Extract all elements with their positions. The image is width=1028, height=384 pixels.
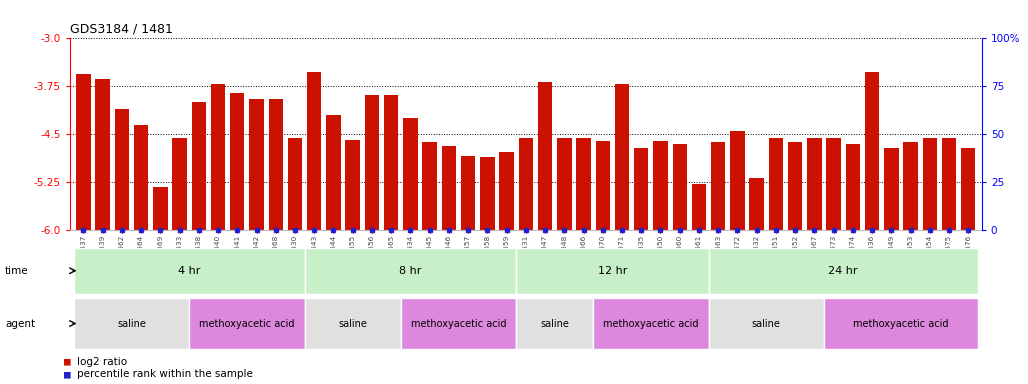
Bar (749, 178, 764, 230)
Text: saline: saline (541, 318, 570, 329)
Bar (708, 298, 824, 349)
Text: GDS3184 / 1481: GDS3184 / 1481 (70, 22, 173, 35)
Bar (500, 152, 514, 230)
Bar (191, 103, 206, 230)
Text: saline: saline (117, 318, 146, 329)
Bar (904, 142, 918, 230)
Bar (134, 125, 148, 230)
Text: methoxyacetic acid: methoxyacetic acid (603, 318, 699, 329)
Bar (230, 93, 245, 230)
Bar (884, 149, 898, 230)
Bar (615, 84, 629, 230)
Bar (304, 298, 401, 349)
Text: 24 hr: 24 hr (829, 266, 858, 276)
Bar (153, 187, 168, 230)
Text: 4 hr: 4 hr (178, 266, 200, 276)
Bar (74, 248, 304, 294)
Bar (708, 248, 978, 294)
Bar (942, 137, 956, 230)
Bar (922, 137, 937, 230)
Bar (846, 144, 860, 230)
Bar (461, 156, 475, 230)
Bar (516, 248, 708, 294)
Bar (824, 298, 978, 349)
Bar (595, 141, 610, 230)
Bar (173, 137, 187, 230)
Bar (304, 248, 516, 294)
Bar (730, 131, 744, 230)
Bar (538, 82, 552, 230)
Bar (401, 298, 516, 349)
Text: time: time (5, 266, 29, 276)
Bar (577, 137, 591, 230)
Text: methoxyacetic acid: methoxyacetic acid (411, 318, 506, 329)
Bar (769, 137, 783, 230)
Bar (518, 137, 534, 230)
Bar (307, 72, 322, 230)
Bar (865, 72, 879, 230)
Bar (115, 109, 130, 230)
Text: methoxyacetic acid: methoxyacetic acid (853, 318, 949, 329)
Bar (557, 137, 572, 230)
Bar (249, 99, 264, 230)
Bar (827, 137, 841, 230)
Text: saline: saline (751, 318, 780, 329)
Bar (593, 298, 708, 349)
Bar (807, 137, 821, 230)
Bar (672, 144, 687, 230)
Bar (268, 99, 283, 230)
Bar (383, 95, 399, 230)
Bar (326, 115, 340, 230)
Text: 8 hr: 8 hr (399, 266, 421, 276)
Bar (653, 141, 668, 230)
Bar (74, 298, 189, 349)
Text: saline: saline (338, 318, 367, 329)
Bar (634, 149, 649, 230)
Text: methoxyacetic acid: methoxyacetic acid (199, 318, 295, 329)
Text: 12 hr: 12 hr (597, 266, 627, 276)
Text: log2 ratio: log2 ratio (77, 357, 127, 367)
Bar (403, 118, 417, 230)
Bar (787, 142, 803, 230)
Text: ■: ■ (64, 369, 71, 379)
Text: ■: ■ (64, 357, 71, 367)
Bar (76, 74, 90, 230)
Bar (692, 184, 706, 230)
Bar (442, 146, 456, 230)
Text: percentile rank within the sample: percentile rank within the sample (77, 369, 253, 379)
Bar (961, 149, 976, 230)
Bar (480, 157, 494, 230)
Bar (516, 298, 593, 349)
Bar (423, 142, 437, 230)
Bar (288, 137, 302, 230)
Bar (345, 139, 360, 230)
Text: agent: agent (5, 318, 35, 329)
Bar (365, 95, 379, 230)
Bar (189, 298, 304, 349)
Bar (711, 142, 726, 230)
Bar (211, 84, 225, 230)
Bar (96, 79, 110, 230)
